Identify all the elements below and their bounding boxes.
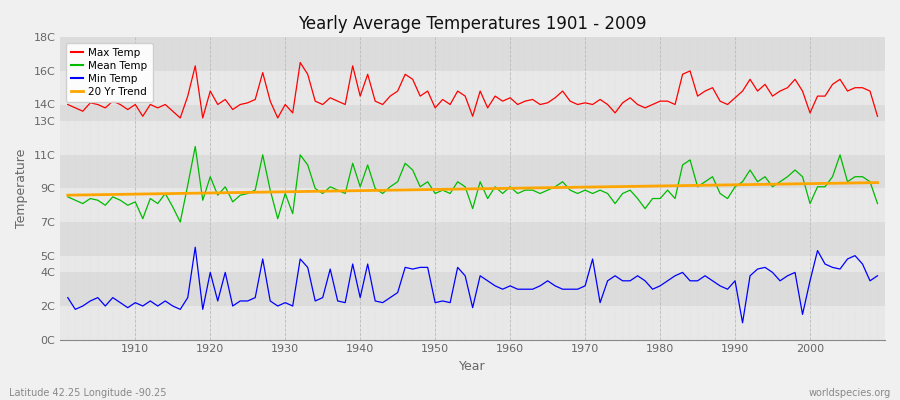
Line: Mean Temp: Mean Temp bbox=[68, 146, 878, 222]
Min Temp bbox=[512, 287, 523, 292]
Bar bbox=[60, 155, 885, 188]
Mean Temp bbox=[347, 161, 358, 166]
Bar bbox=[60, 306, 885, 340]
Min Temp bbox=[62, 295, 73, 300]
20 Yr Trend bbox=[122, 192, 133, 197]
20 Yr Trend bbox=[332, 188, 343, 193]
Mean Temp bbox=[519, 188, 530, 192]
Max Temp bbox=[519, 99, 530, 104]
Mean Temp bbox=[62, 194, 73, 199]
Min Temp bbox=[505, 284, 516, 288]
Mean Temp bbox=[175, 220, 185, 224]
20 Yr Trend bbox=[872, 180, 883, 185]
Mean Temp bbox=[872, 201, 883, 206]
Min Temp bbox=[190, 245, 201, 250]
Bar bbox=[60, 121, 885, 155]
Max Temp bbox=[62, 102, 73, 107]
Min Temp bbox=[340, 300, 351, 305]
Y-axis label: Temperature: Temperature bbox=[15, 149, 28, 228]
Bar bbox=[60, 37, 885, 71]
Bar bbox=[60, 272, 885, 306]
Bar bbox=[60, 188, 885, 222]
20 Yr Trend bbox=[497, 186, 508, 191]
Bar bbox=[60, 222, 885, 256]
X-axis label: Year: Year bbox=[459, 360, 486, 373]
Max Temp bbox=[347, 64, 358, 68]
Legend: Max Temp, Mean Temp, Min Temp, 20 Yr Trend: Max Temp, Mean Temp, Min Temp, 20 Yr Tre… bbox=[66, 42, 153, 102]
Mean Temp bbox=[609, 201, 620, 206]
Max Temp bbox=[122, 107, 133, 112]
Min Temp bbox=[737, 320, 748, 325]
Line: 20 Yr Trend: 20 Yr Trend bbox=[68, 182, 878, 195]
Max Temp bbox=[512, 102, 523, 107]
Bar bbox=[60, 256, 885, 272]
Text: worldspecies.org: worldspecies.org bbox=[809, 388, 891, 398]
Bar bbox=[60, 71, 885, 104]
20 Yr Trend bbox=[505, 186, 516, 191]
Min Temp bbox=[295, 256, 306, 261]
Min Temp bbox=[122, 305, 133, 310]
Min Temp bbox=[602, 278, 613, 283]
20 Yr Trend bbox=[287, 189, 298, 194]
Max Temp bbox=[302, 72, 313, 77]
Mean Temp bbox=[190, 144, 201, 149]
20 Yr Trend bbox=[595, 184, 606, 189]
20 Yr Trend bbox=[62, 193, 73, 198]
Max Temp bbox=[609, 110, 620, 115]
Mean Temp bbox=[512, 191, 523, 196]
Title: Yearly Average Temperatures 1901 - 2009: Yearly Average Temperatures 1901 - 2009 bbox=[299, 15, 647, 33]
Max Temp bbox=[295, 60, 306, 65]
Line: Min Temp: Min Temp bbox=[68, 247, 878, 323]
Line: Max Temp: Max Temp bbox=[68, 62, 878, 118]
Max Temp bbox=[175, 116, 185, 120]
Text: Latitude 42.25 Longitude -90.25: Latitude 42.25 Longitude -90.25 bbox=[9, 388, 166, 398]
Mean Temp bbox=[302, 162, 313, 167]
Min Temp bbox=[872, 273, 883, 278]
Bar bbox=[60, 104, 885, 121]
Mean Temp bbox=[122, 203, 133, 208]
Max Temp bbox=[872, 114, 883, 119]
